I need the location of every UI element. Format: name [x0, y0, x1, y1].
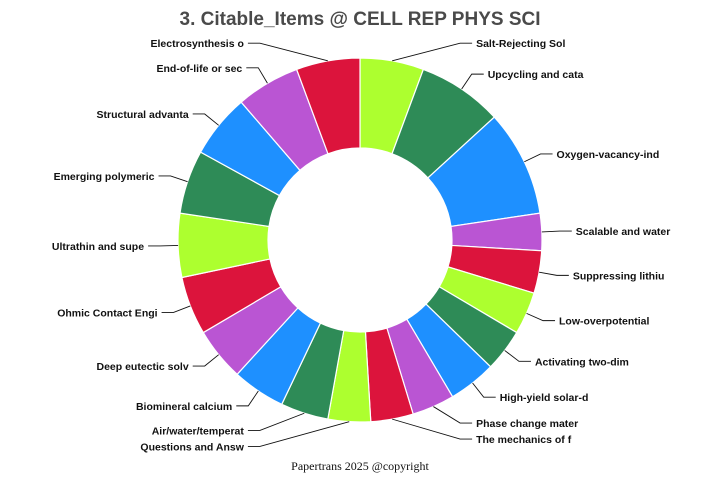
leader-line-17 — [192, 113, 219, 126]
leader-line-11 — [247, 412, 305, 431]
leader-line-4 — [539, 271, 569, 276]
label-leader-lines — [148, 42, 572, 447]
leader-line-2 — [524, 153, 553, 163]
leader-line-10 — [247, 421, 350, 447]
leader-line-7 — [472, 382, 496, 398]
slice-label-18: End-of-life or sec — [157, 63, 243, 75]
leader-line-6 — [504, 350, 531, 362]
slice-label-0: Salt-Rejecting Sol — [476, 38, 565, 50]
slice-label-6: Activating two-dim — [535, 356, 629, 368]
leader-line-14 — [161, 305, 191, 313]
slice-label-11: Air/water/temperat — [152, 425, 245, 437]
slice-label-9: The mechanics of f — [476, 434, 572, 446]
slice-label-12: Biomineral calcium — [136, 401, 232, 413]
leader-line-0 — [392, 42, 473, 62]
slice-label-19: Electrosynthesis o — [151, 38, 244, 50]
slice-19 — [295, 57, 361, 155]
copyright-footer: Papertrans 2025 @copyright — [291, 459, 429, 473]
leader-line-18 — [246, 67, 268, 84]
slice-label-16: Emerging polymeric — [54, 171, 155, 183]
slice-label-3: Scalable and water — [576, 226, 671, 238]
leader-line-9 — [392, 418, 473, 440]
leader-line-16 — [158, 175, 188, 183]
leader-line-3 — [541, 230, 572, 233]
slice-labels: Salt-Rejecting Sol Upcycling and cata Oxyg… — [52, 38, 670, 453]
slice-label-7: High-yield solar-d — [500, 392, 589, 404]
chart-title: 3. Citable_Items @ CELL REP PHYS SCI — [180, 9, 541, 30]
slice-label-17: Structural advanta — [96, 109, 188, 121]
leader-line-1 — [461, 73, 484, 90]
slice-label-10: Questions and Answ — [140, 441, 244, 453]
leader-line-8 — [433, 406, 473, 424]
slice-label-15: Ultrathin and supe — [52, 241, 144, 253]
slice-label-1: Upcycling and cata — [488, 69, 584, 81]
slice-label-5: Low-overpotential — [559, 316, 650, 328]
leader-line-13 — [192, 354, 219, 367]
leader-line-15 — [148, 244, 179, 247]
slice-label-2: Oxygen-vacancy-ind — [557, 149, 660, 161]
donut-slices — [177, 57, 543, 423]
leader-line-19 — [247, 42, 328, 62]
leader-line-12 — [236, 390, 259, 407]
slice-label-14: Ohmic Contact Engi — [57, 307, 157, 319]
leader-line-5 — [526, 312, 556, 322]
slice-label-8: Phase change mater — [476, 418, 578, 430]
slice-label-13: Deep eutectic solv — [96, 361, 188, 373]
slice-label-4: Suppressing lithiu — [573, 270, 665, 282]
